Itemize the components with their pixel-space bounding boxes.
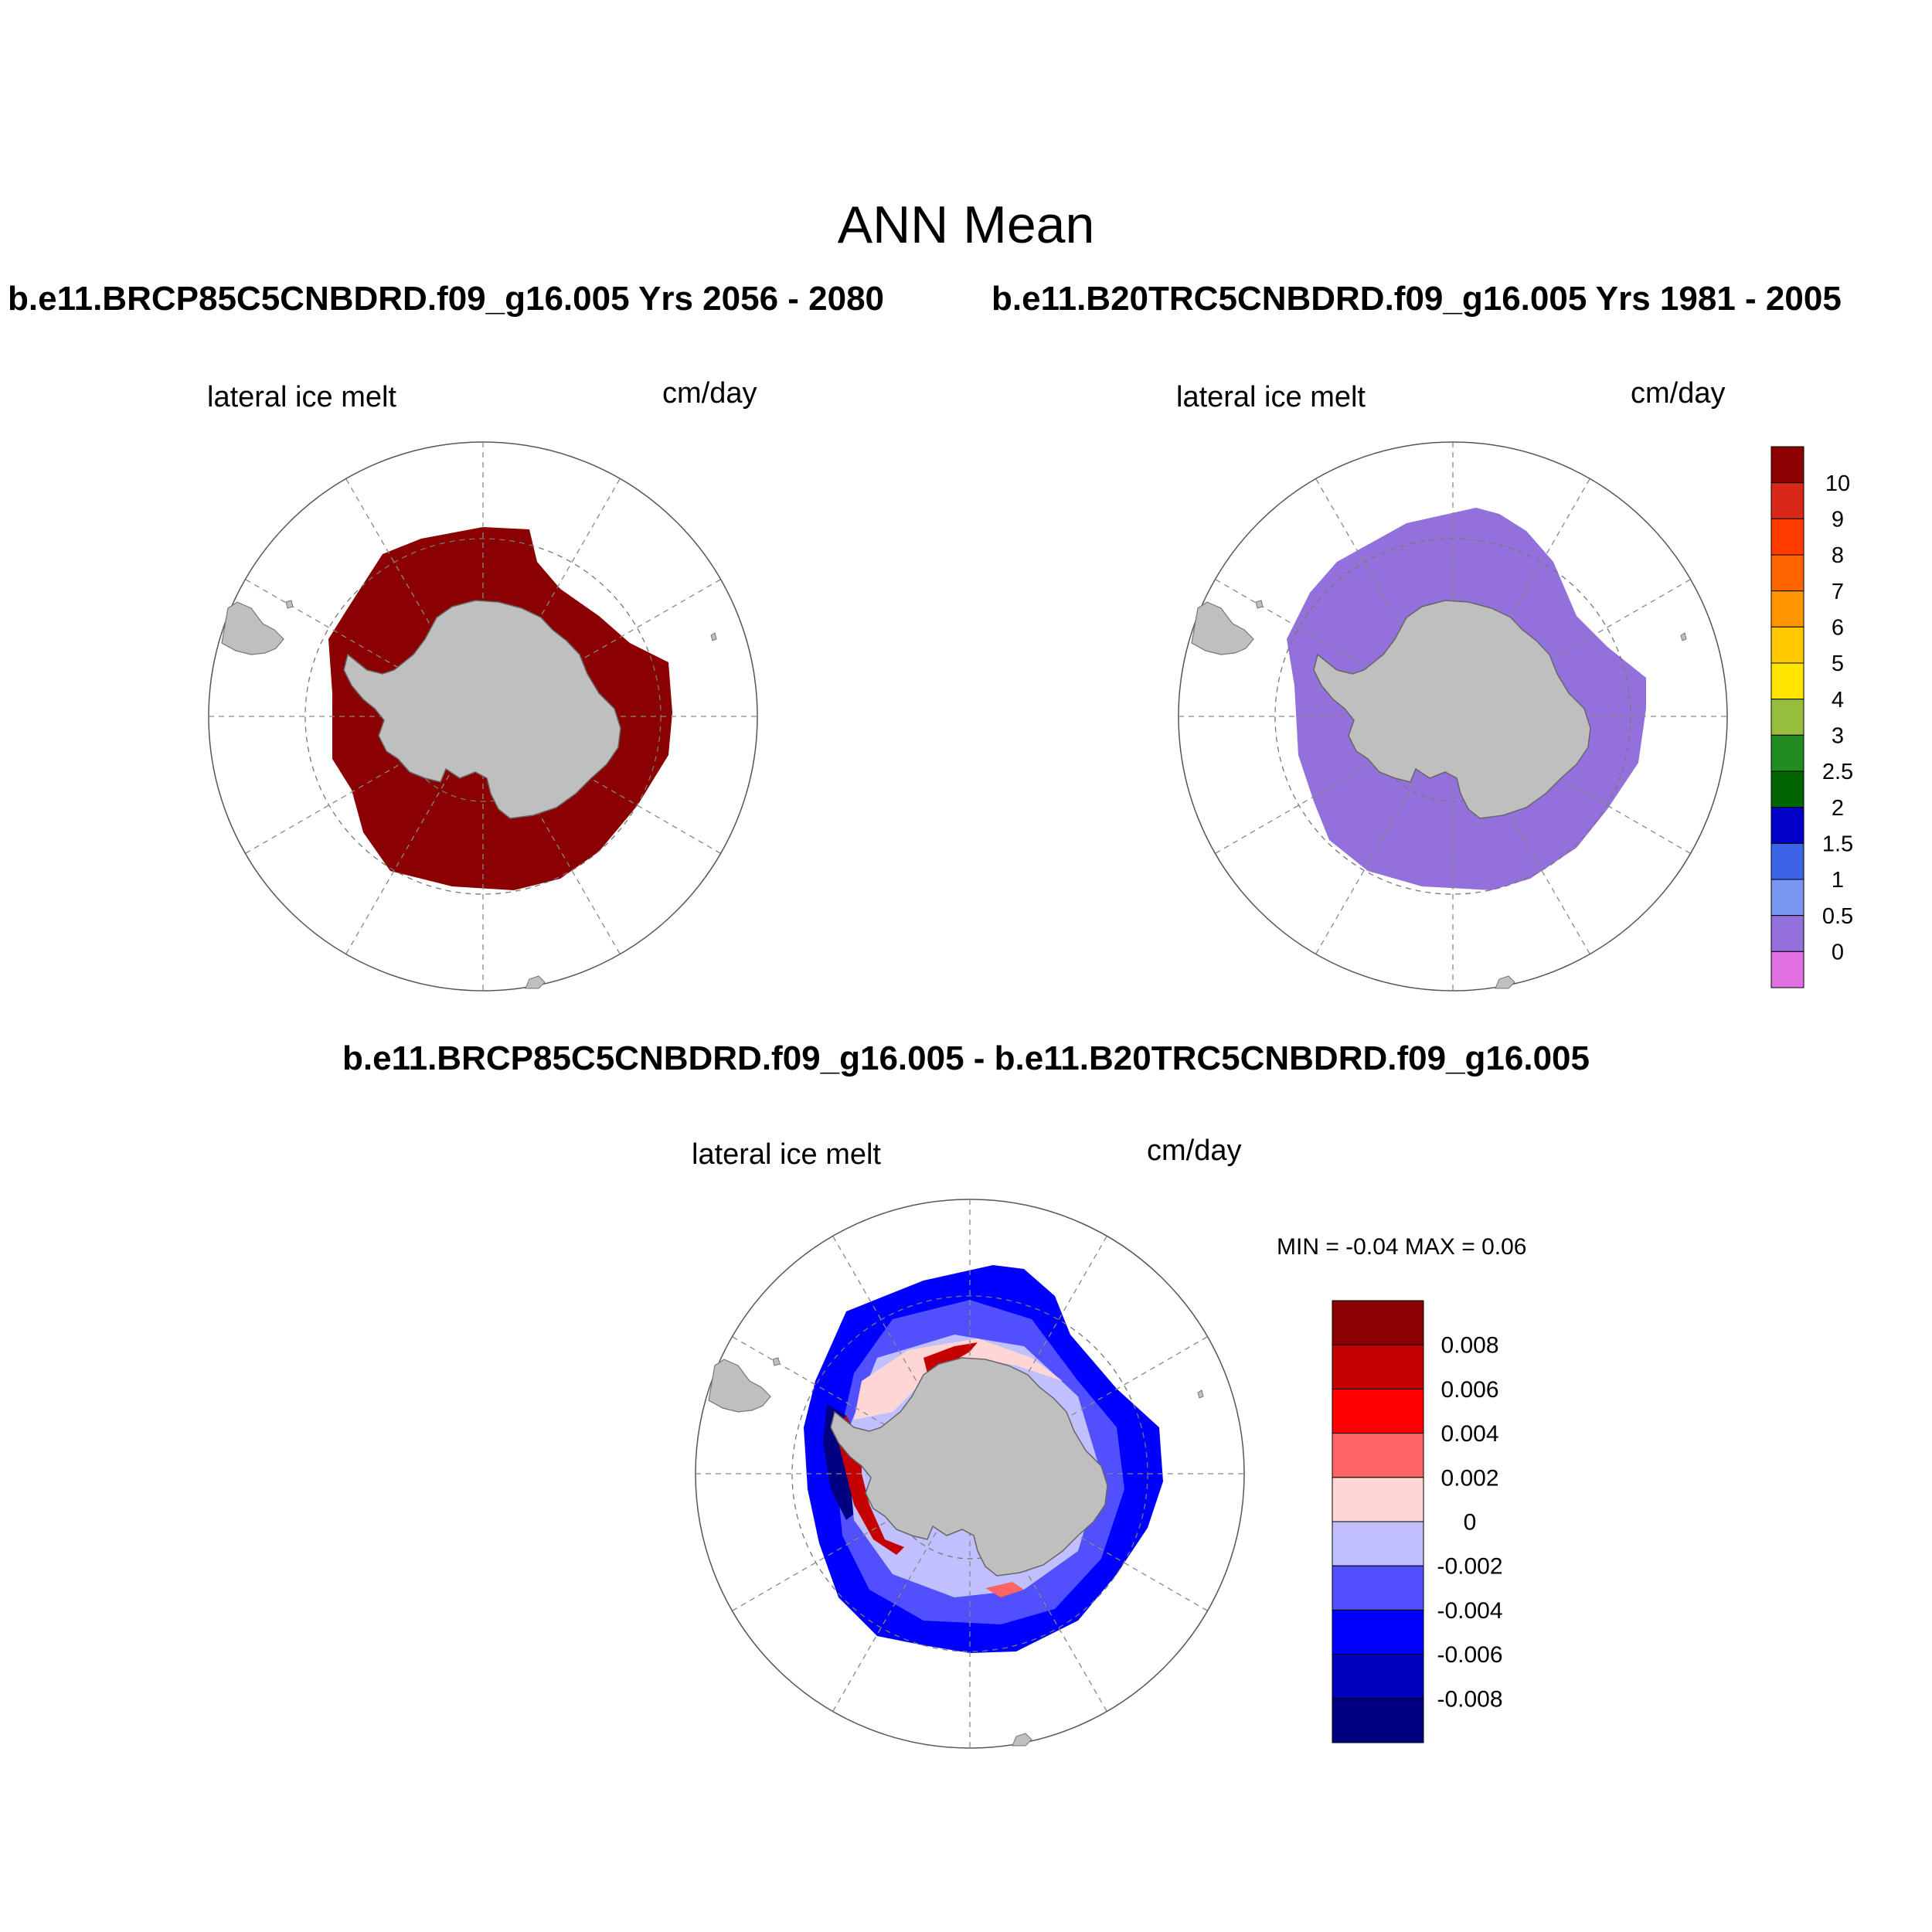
diff-colorbar-swatch (1332, 1300, 1424, 1345)
top-colorbar-swatch (1770, 662, 1804, 700)
top-colorbar-tick-label: 3 (1832, 723, 1844, 748)
diff-colorbar-tick-label: 0.006 (1440, 1377, 1498, 1403)
top-colorbar-tick-label: 9 (1832, 507, 1844, 532)
diff-colorbar-swatch (1332, 1698, 1424, 1743)
panel2-polar-map (1178, 441, 1728, 992)
case2-title: b.e11.B20TRC5CNBDRD.f09_g16.005 Yrs 1981… (992, 280, 1842, 318)
top-colorbar-swatch (1770, 951, 1804, 988)
top-colorbar-tick-label: 1 (1832, 868, 1844, 893)
diff-colorbar-tick-label: -0.006 (1437, 1642, 1502, 1668)
top-colorbar-tick-label: 2 (1832, 796, 1844, 821)
diff-colorbar-swatch (1332, 1477, 1424, 1522)
top-colorbar-tick-label: 10 (1825, 471, 1850, 496)
panel2-units-label: cm/day (1631, 377, 1726, 410)
top-colorbar-swatch (1770, 554, 1804, 592)
top-colorbar-swatch (1770, 807, 1804, 844)
diff-colorbar-swatch (1332, 1433, 1424, 1478)
top-colorbar-swatch (1770, 842, 1804, 880)
diff-colorbar-tick-label: 0.004 (1440, 1421, 1498, 1447)
diff-colorbar-tick-label: -0.008 (1437, 1686, 1502, 1712)
diff-colorbar-tick-label: 0.002 (1440, 1465, 1498, 1491)
min-max-label: MIN = -0.04 MAX = 0.06 (1277, 1234, 1527, 1260)
panel1-units-label: cm/day (662, 377, 757, 410)
diff-colorbar-swatch (1332, 1521, 1424, 1566)
top-colorbar-swatch (1770, 482, 1804, 519)
top-colorbar-swatch (1770, 626, 1804, 664)
top-colorbar-swatch (1770, 590, 1804, 628)
top-colorbar-tick-label: 2.5 (1822, 760, 1853, 784)
case1-title: b.e11.BRCP85C5CNBDRD.f09_g16.005 Yrs 205… (8, 280, 885, 318)
diff-colorbar-swatch (1332, 1609, 1424, 1655)
top-colorbar-tick-label: 0 (1832, 940, 1844, 964)
panel1-variable-label: lateral ice melt (207, 381, 396, 413)
panel3-variable-label: lateral ice melt (692, 1138, 881, 1171)
diff-title: b.e11.BRCP85C5CNBDRD.f09_g16.005 - b.e11… (342, 1039, 1590, 1077)
diff-field-red-ross (985, 1582, 1024, 1597)
diff-colorbar-tick-label: 0.008 (1440, 1333, 1498, 1359)
top-colorbar-swatch (1770, 734, 1804, 772)
panel1-polar-map (208, 441, 758, 992)
top-colorbar-swatch (1770, 879, 1804, 917)
panel3-polar-map (695, 1199, 1245, 1749)
top-colorbar-swatch (1770, 699, 1804, 736)
diff-colorbar-swatch (1332, 1654, 1424, 1699)
top-colorbar: 10 9 8 7 6 5 4 3 2.5 2 1.5 1 0.5 0 (1770, 446, 1853, 988)
main-title: ANN Mean (837, 196, 1095, 254)
diff-colorbar-tick-label: -0.004 (1437, 1598, 1502, 1624)
top-colorbar-tick-label: 8 (1832, 543, 1844, 568)
diff-colorbar-swatch (1332, 1565, 1424, 1611)
top-colorbar-swatch (1770, 915, 1804, 952)
diff-colorbar-swatch (1332, 1388, 1424, 1434)
panel2-variable-label: lateral ice melt (1176, 381, 1366, 413)
top-colorbar-tick-label: 7 (1832, 580, 1844, 604)
top-colorbar-swatch (1770, 770, 1804, 808)
top-colorbar-tick-label: 1.5 (1822, 832, 1853, 856)
top-colorbar-swatch (1770, 446, 1804, 484)
top-colorbar-swatch (1770, 518, 1804, 556)
diff-colorbar-tick-label: -0.002 (1437, 1554, 1502, 1580)
diff-colorbar-tick-label: 0 (1464, 1510, 1477, 1536)
panel3-units-label: cm/day (1147, 1134, 1242, 1167)
diff-field-pink (854, 1338, 1063, 1420)
top-colorbar-tick-label: 4 (1832, 688, 1844, 713)
top-colorbar-tick-label: 5 (1832, 651, 1844, 676)
top-colorbar-tick-label: 0.5 (1822, 904, 1853, 929)
diff-colorbar-swatch (1332, 1344, 1424, 1389)
diff-colorbar: 0.008 0.006 0.004 0.002 0 -0.002 -0.004 -0.006 -… (1332, 1300, 1503, 1743)
top-colorbar-tick-label: 6 (1832, 615, 1844, 640)
